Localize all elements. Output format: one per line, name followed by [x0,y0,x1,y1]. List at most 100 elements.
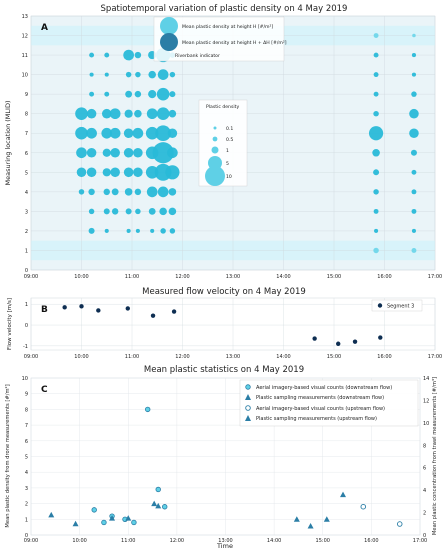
bubble [373,91,379,97]
y-tick-label: 6 [25,439,28,445]
sampling-marker [307,523,314,529]
panel-c-legend-marker-aerial-down [245,384,251,390]
bubble [150,228,155,233]
panel-b-points [62,304,383,346]
bubble [109,108,121,120]
bubble [101,127,113,139]
panel-c-x-label: Time [216,542,233,550]
y-tick-label: 3 [25,209,28,215]
bubble [102,168,111,177]
bubble [88,188,95,196]
x-tick-label: 13:00 [226,274,240,280]
y-tick-label-right: 6 [423,466,426,472]
bubble [125,71,132,78]
bubble [373,208,379,214]
bubble [157,186,169,198]
bubble [373,72,379,78]
size-legend-marker-1 [211,146,219,154]
bubble [135,71,141,78]
bubble [109,127,121,139]
bubble [104,72,109,77]
panel-c-legend-marker-sampling-up [245,415,251,421]
bubble [373,169,380,176]
y-tick-label: -1 [23,344,28,350]
panel-b-title: Measured flow velocity on 4 May 2019 [142,287,306,297]
bubble [123,147,134,158]
bubble [125,90,133,98]
bubble [124,188,133,196]
x-tick-label: 14:00 [276,354,290,360]
panel-c-letter: C [41,385,48,395]
bubble [103,188,110,196]
bubble [373,52,379,58]
x-tick-label: 11:00 [125,354,139,360]
y-tick-label: 5 [25,170,28,176]
x-tick-label: 10:00 [72,538,86,544]
aerial-marker [131,519,137,526]
bubble [411,208,417,214]
y-tick-label: 1 [25,248,28,254]
bubble [76,147,87,159]
y-tick-label: 12 [22,34,28,40]
panel-c-x-ticks: 09:00 10:00 11:00 12:00 13:00 14:00 15:00 16:00… [24,538,427,544]
bubble [134,90,142,98]
y-tick-label-right: 2 [423,511,426,517]
bubble [410,149,417,156]
panel-c-legend-marker-sampling-down [245,394,251,400]
bubble [146,108,158,120]
panel-b-legend-marker [377,303,383,308]
bubble [111,188,119,196]
bubble [412,33,416,38]
y-tick-label: 4 [25,470,28,476]
bubble [157,69,169,80]
bubble [168,109,177,118]
bubble [86,127,97,139]
bubble [89,91,95,97]
aerial-marker [155,486,161,493]
panel-b-letter: B [41,305,48,315]
x-tick-label: 16:00 [377,274,391,280]
legend-marker-height-h [160,17,178,35]
x-tick-label: 16:00 [377,354,391,360]
legend-label-height-h: Mean plastic density at height H [#/m²] [182,24,273,30]
panel-c-y-label-right: Mean plastic concentration from trawl me… [432,377,438,535]
legend-marker-height-h-dh [160,33,178,51]
y-tick-label: 7 [25,131,28,137]
bubble [126,228,131,233]
bubble [169,91,176,98]
aerial-marker [91,507,97,513]
velocity-point [125,306,130,311]
aerial-marker [396,521,403,527]
size-legend-marker-0-1 [213,126,217,130]
x-tick-label: 10:00 [74,274,88,280]
panel-a: Spatiotemporal variation of plastic dens… [4,4,442,280]
bubble [86,147,97,158]
panel-b-legend-box [371,299,423,312]
y-tick-label: 11 [22,53,28,59]
size-legend-label-0-1: 0.1 [226,126,233,132]
x-tick-label: 15:00 [316,538,330,544]
legend-label-riverbank: Riverbank indicator [175,53,220,59]
panel-a-grid [30,15,436,271]
bubble [152,142,174,164]
bubble [134,51,142,59]
bubble [411,91,417,97]
bubble [167,128,178,139]
panel-b-grid [30,298,436,350]
bubble [101,108,112,119]
velocity-point [336,341,341,346]
y-tick-label: 0 [25,268,28,274]
velocity-point [352,339,358,344]
bubble [374,228,379,233]
y-tick-label-right: 0 [423,533,426,539]
panel-c-points [48,406,403,529]
bubble [167,147,178,159]
bubble [75,107,88,120]
velocity-point [171,309,177,314]
panel-c-legend: Aerial imagery-based visual counts (down… [239,379,419,427]
bubble [88,227,95,234]
bubble [409,108,419,119]
panel-b-y-label: Flow velocity [m/s] [7,298,13,350]
bubble [110,167,120,178]
bubble [111,208,119,215]
